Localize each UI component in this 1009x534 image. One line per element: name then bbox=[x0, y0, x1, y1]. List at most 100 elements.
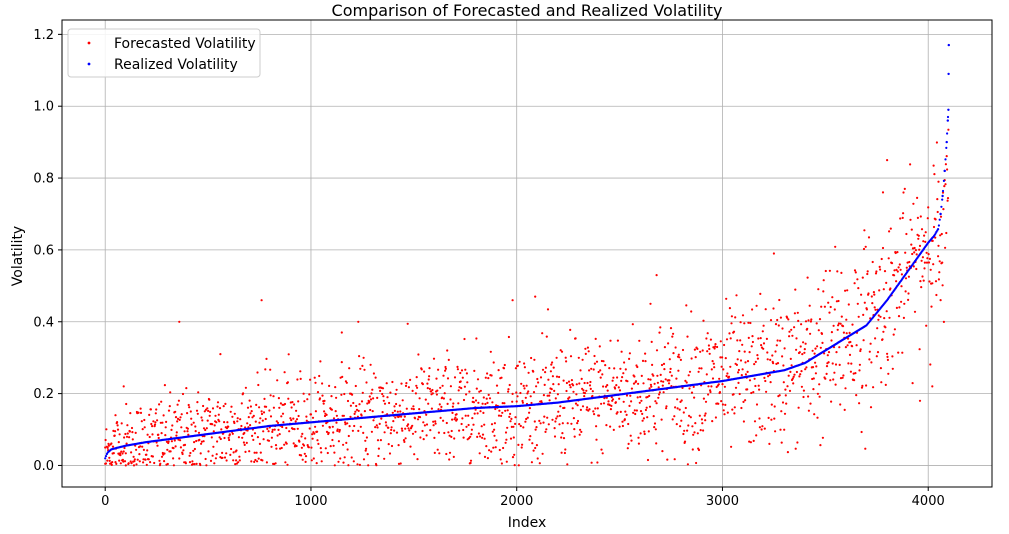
forecasted-point bbox=[538, 419, 541, 422]
forecasted-point bbox=[722, 409, 725, 412]
forecasted-point bbox=[487, 393, 490, 396]
forecasted-point bbox=[156, 444, 159, 447]
forecasted-point bbox=[310, 446, 313, 449]
forecasted-point bbox=[344, 423, 347, 426]
forecasted-point bbox=[421, 383, 424, 386]
forecasted-point bbox=[238, 455, 241, 458]
forecasted-point bbox=[719, 340, 722, 343]
forecasted-point bbox=[166, 462, 169, 466]
forecasted-point bbox=[158, 403, 161, 406]
forecasted-point bbox=[340, 393, 343, 396]
forecasted-point bbox=[860, 386, 864, 389]
forecasted-point bbox=[929, 363, 932, 366]
forecasted-point bbox=[177, 399, 180, 402]
forecasted-point bbox=[194, 430, 197, 433]
forecasted-point bbox=[388, 401, 391, 405]
forecasted-point bbox=[285, 442, 288, 445]
forecasted-point bbox=[827, 361, 830, 364]
forecasted-point bbox=[624, 368, 627, 371]
forecasted-point bbox=[451, 411, 454, 414]
forecasted-point bbox=[870, 361, 873, 364]
forecasted-point bbox=[856, 278, 859, 281]
forecasted-point bbox=[885, 281, 888, 284]
forecasted-point bbox=[186, 427, 189, 430]
forecasted-point bbox=[791, 334, 794, 337]
forecasted-point bbox=[623, 361, 626, 364]
forecasted-point bbox=[116, 424, 119, 427]
forecasted-point bbox=[723, 413, 726, 416]
forecasted-point bbox=[772, 252, 776, 255]
x-tick-label: 1000 bbox=[294, 494, 327, 509]
forecasted-point bbox=[783, 347, 786, 350]
forecasted-point bbox=[819, 346, 822, 349]
forecasted-point bbox=[405, 382, 408, 385]
forecasted-point bbox=[513, 453, 516, 456]
forecasted-point bbox=[824, 377, 827, 380]
forecasted-point bbox=[413, 453, 416, 456]
forecasted-point bbox=[522, 426, 525, 429]
forecasted-point bbox=[395, 402, 398, 406]
forecasted-point bbox=[535, 444, 539, 447]
forecasted-point bbox=[383, 457, 386, 460]
forecasted-point bbox=[131, 438, 134, 441]
forecasted-point bbox=[128, 436, 131, 439]
forecasted-point bbox=[346, 422, 349, 425]
forecasted-point bbox=[342, 443, 345, 446]
forecasted-point bbox=[738, 350, 741, 353]
forecasted-point bbox=[479, 389, 482, 392]
forecasted-point bbox=[260, 410, 263, 413]
forecasted-point bbox=[497, 391, 500, 394]
y-tick-label: 0.2 bbox=[33, 387, 54, 402]
forecasted-point bbox=[459, 380, 462, 383]
forecasted-point bbox=[501, 411, 504, 414]
forecasted-point bbox=[735, 363, 739, 366]
forecasted-point bbox=[209, 459, 213, 462]
forecasted-point bbox=[554, 420, 557, 423]
forecasted-point bbox=[404, 437, 407, 440]
forecasted-point bbox=[518, 423, 521, 426]
forecasted-point bbox=[174, 410, 177, 413]
forecasted-point bbox=[390, 444, 394, 448]
forecasted-point bbox=[359, 425, 362, 428]
forecasted-point bbox=[928, 280, 931, 283]
forecasted-point bbox=[158, 459, 161, 462]
forecasted-point bbox=[372, 419, 375, 422]
forecasted-point bbox=[709, 338, 713, 341]
forecasted-point bbox=[455, 413, 458, 416]
forecasted-point bbox=[357, 409, 360, 412]
forecasted-point bbox=[851, 323, 854, 326]
forecasted-point bbox=[112, 452, 115, 455]
forecasted-point bbox=[758, 417, 761, 420]
forecasted-point bbox=[641, 359, 645, 362]
forecasted-point bbox=[218, 436, 221, 439]
forecasted-point bbox=[605, 424, 608, 427]
forecasted-point bbox=[475, 387, 478, 390]
forecasted-point bbox=[919, 215, 922, 218]
forecasted-point bbox=[838, 346, 841, 349]
forecasted-point bbox=[895, 268, 898, 271]
forecasted-point bbox=[125, 402, 128, 406]
forecasted-point bbox=[622, 400, 625, 403]
forecasted-point bbox=[746, 388, 749, 391]
forecasted-point bbox=[698, 414, 701, 417]
forecasted-point bbox=[316, 439, 319, 442]
forecasted-point bbox=[837, 299, 840, 303]
forecasted-point bbox=[827, 301, 830, 304]
forecasted-point bbox=[482, 411, 485, 414]
forecasted-point bbox=[896, 251, 899, 254]
forecasted-point bbox=[458, 386, 461, 389]
forecasted-point bbox=[228, 433, 231, 436]
forecasted-point bbox=[447, 358, 450, 361]
forecasted-point bbox=[163, 460, 166, 463]
forecasted-point bbox=[444, 365, 447, 369]
forecasted-point bbox=[442, 397, 445, 400]
forecasted-point bbox=[579, 408, 583, 411]
forecasted-point bbox=[713, 347, 716, 350]
forecasted-point bbox=[736, 339, 739, 342]
forecasted-point bbox=[764, 308, 767, 311]
forecasted-point bbox=[303, 400, 306, 403]
forecasted-point bbox=[803, 348, 806, 351]
forecasted-point bbox=[327, 431, 330, 434]
forecasted-point bbox=[752, 439, 755, 442]
forecasted-point bbox=[699, 429, 702, 432]
